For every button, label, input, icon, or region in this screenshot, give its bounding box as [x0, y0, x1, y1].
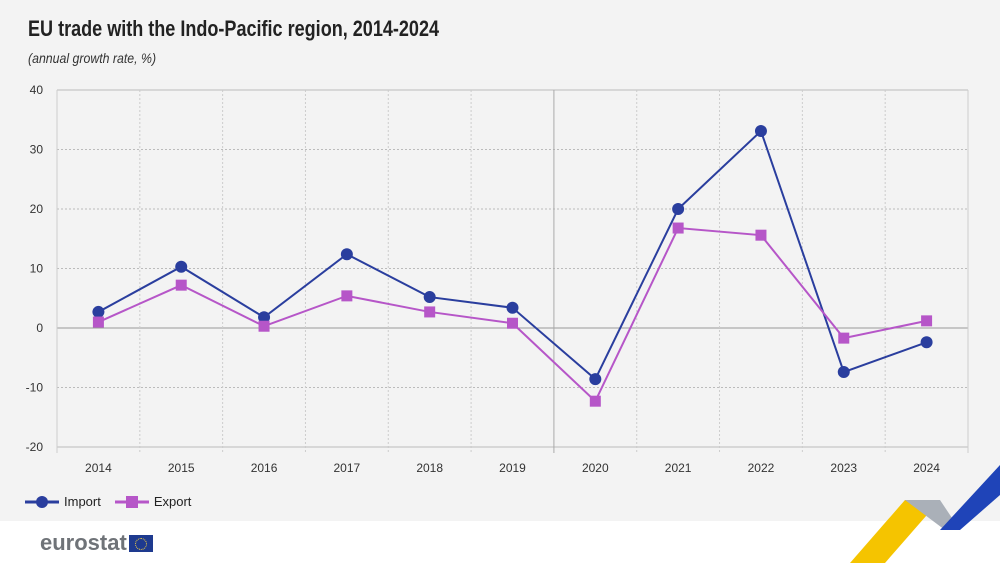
x-tick-label: 2018: [416, 461, 443, 475]
y-tick-label: 30: [30, 143, 44, 157]
x-tick-label: 2017: [334, 461, 361, 475]
decorative-chevron-icon: [850, 465, 1000, 563]
footer: [0, 521, 1000, 563]
chart-title: EU trade with the Indo-Pacific region, 2…: [28, 16, 440, 41]
x-tick-label: 2015: [168, 461, 195, 475]
data-point-export: [341, 290, 353, 302]
data-point-export: [672, 222, 684, 234]
data-point-import: [258, 311, 271, 324]
legend: Import Export: [25, 494, 191, 509]
eurostat-logo: eurostat: [40, 530, 153, 556]
legend-item-import[interactable]: Import: [25, 494, 101, 509]
eu-flag-icon: [128, 534, 153, 552]
data-point-import: [506, 301, 519, 314]
import-marker-icon: [25, 495, 59, 508]
line-chart: 40 30 20 10 0 -10 -20 2014 2015 2016 2017 2018 2019 2…: [26, 83, 969, 475]
data-point-export: [589, 395, 601, 407]
x-tick-label: 2016: [251, 461, 278, 475]
data-point-export: [258, 320, 270, 332]
data-point-export: [755, 229, 767, 241]
y-tick-label: -10: [26, 381, 44, 395]
data-point-import: [920, 336, 933, 349]
data-point-export: [921, 315, 933, 327]
x-tick-label: 2023: [830, 461, 857, 475]
data-point-export: [92, 316, 104, 328]
data-point-import: [837, 366, 850, 379]
data-point-export: [507, 317, 518, 329]
legend-label: Export: [153, 494, 192, 509]
data-point-import: [340, 248, 353, 261]
export-marker-icon: [114, 495, 149, 508]
x-tick-label: 2022: [748, 461, 775, 475]
data-point-import: [423, 291, 436, 304]
legend-label: Import: [64, 494, 101, 509]
data-point-import: [92, 305, 105, 318]
data-point-export: [838, 332, 850, 344]
chart-subtitle: (annual growth rate, %): [28, 50, 157, 66]
data-point-import: [754, 125, 767, 138]
y-tick-label: 40: [30, 83, 44, 97]
data-point-import: [672, 203, 685, 215]
x-tick-label: 2020: [582, 461, 609, 475]
data-point-export: [424, 306, 436, 318]
legend-item-export[interactable]: Export: [114, 494, 192, 509]
x-tick-label: 2021: [665, 461, 692, 475]
x-tick-label: 2019: [499, 461, 526, 475]
y-tick-label: -20: [26, 440, 44, 454]
logo-text: eurostat: [40, 530, 127, 555]
x-tick-label: 2014: [85, 461, 112, 475]
data-point-export: [175, 279, 187, 291]
y-tick-label: 20: [30, 202, 44, 216]
x-tick-label: 2024: [913, 461, 940, 475]
data-point-import: [175, 260, 188, 273]
data-point-import: [589, 373, 602, 386]
y-tick-label: 0: [36, 321, 43, 335]
y-tick-label: 10: [30, 262, 44, 276]
